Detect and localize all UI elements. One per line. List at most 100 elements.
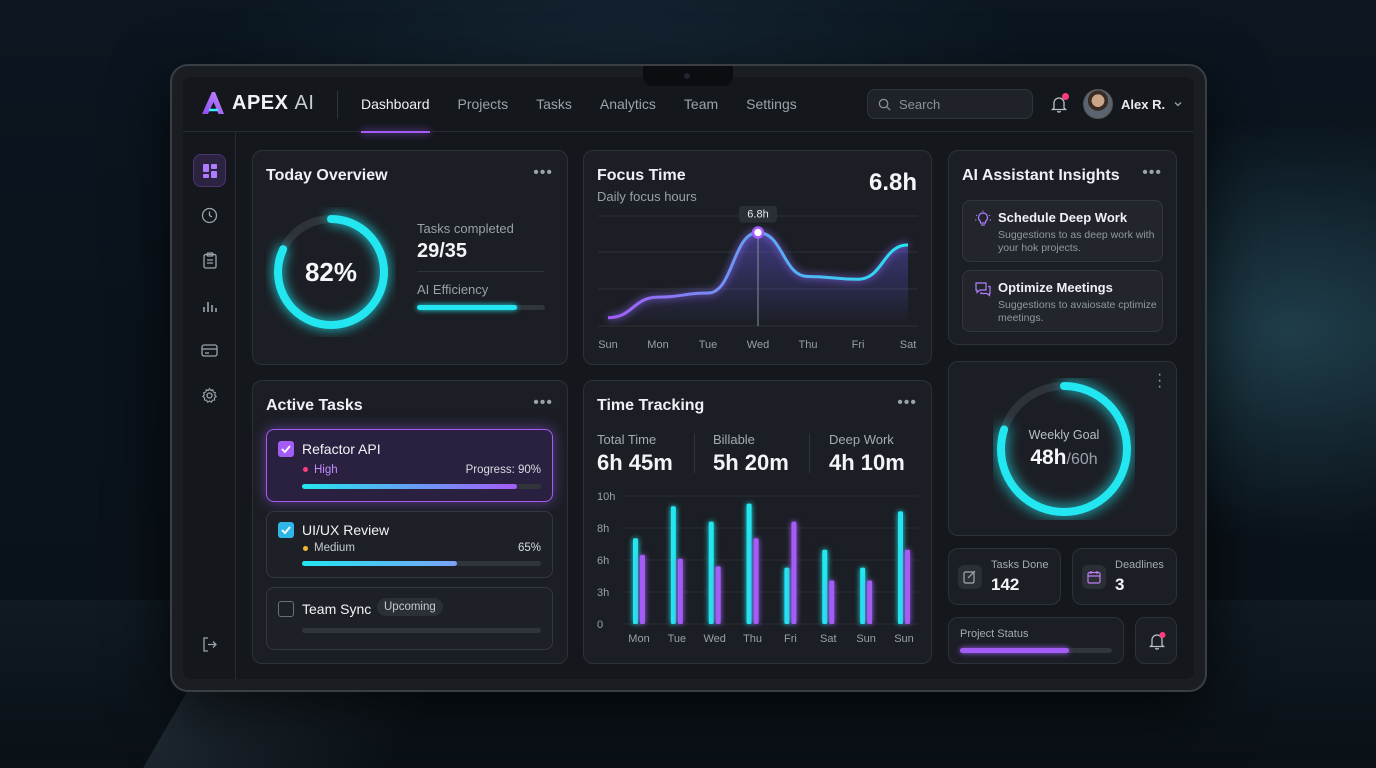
sidebar-item-dashboard[interactable]	[193, 154, 226, 187]
task-progress-bar	[302, 628, 541, 633]
stat-value: 6h 45m	[597, 450, 673, 475]
tasks-done-value: 142	[991, 575, 1020, 594]
project-status-card[interactable]: Project Status	[948, 617, 1124, 664]
ai-efficiency-bar	[417, 305, 545, 310]
focus-point	[751, 226, 765, 239]
ai-efficiency-label: AI Efficiency	[417, 282, 489, 297]
more-options-icon[interactable]: •••	[533, 164, 553, 181]
tasks-done-card[interactable]: Tasks Done 142	[948, 548, 1061, 605]
stat-deep-work: Deep Work 4h 10m	[829, 432, 905, 476]
y-tick-label: 3h	[597, 587, 609, 599]
search-box[interactable]	[867, 89, 1033, 119]
chat-icon	[975, 282, 991, 297]
checkbox-unchecked[interactable]	[278, 601, 294, 617]
card-icon	[201, 344, 218, 357]
stat-divider	[694, 433, 695, 473]
x-tick-label: Sun	[856, 633, 876, 645]
stat-total-time: Total Time 6h 45m	[597, 432, 673, 476]
bar-chart-icon	[202, 301, 217, 312]
stat-billable: Billable 5h 20m	[713, 432, 789, 476]
nav-team[interactable]: Team	[683, 96, 719, 112]
stat-value: 5h 20m	[713, 450, 789, 475]
user-menu[interactable]: Alex R.	[1083, 89, 1183, 119]
tasks-completed-value: 29/35	[417, 240, 468, 262]
bar-billable	[640, 554, 645, 624]
bar-billable	[677, 558, 683, 624]
x-tick-label: Thu	[743, 633, 762, 645]
clock-icon	[201, 207, 218, 224]
top-bar: APEX AI Dashboard Projects Tasks Analyti…	[183, 77, 1194, 133]
weekly-goal-target: /60h	[1066, 451, 1098, 468]
insight-description: Suggestions to as deep work with your ho…	[998, 229, 1155, 254]
x-tick-label: Sun	[894, 633, 914, 645]
task-priority: High	[314, 464, 338, 476]
x-tick-label: Tue	[699, 339, 718, 351]
bar-billable	[791, 521, 797, 624]
search-icon	[878, 98, 891, 111]
avatar	[1083, 89, 1113, 119]
priority-dot	[303, 546, 308, 551]
weekly-goal-label: Weekly Goal	[1028, 428, 1100, 442]
task-progress-bar	[302, 561, 541, 566]
gear-icon	[201, 387, 218, 403]
checkbox-checked[interactable]	[278, 441, 294, 457]
bar-tracked	[898, 511, 903, 624]
nav-dashboard[interactable]: Dashboard	[361, 77, 430, 133]
task-item-team-sync[interactable]: Team Sync Upcoming	[266, 587, 553, 650]
brand-name: APEX AI	[232, 91, 315, 114]
x-tick-label: Thu	[799, 339, 818, 351]
task-priority: Medium	[314, 542, 355, 554]
alert-button[interactable]	[1135, 617, 1177, 664]
lightbulb-icon	[975, 210, 991, 226]
bar-tracked	[784, 567, 790, 624]
sidebar-item-settings[interactable]	[193, 379, 226, 412]
focus-tooltip	[739, 206, 777, 223]
y-tick-label: 8h	[597, 523, 609, 535]
sidebar	[183, 132, 236, 679]
bar-billable	[867, 580, 873, 624]
tasks-completed-label: Tasks completed	[417, 221, 514, 236]
nav-settings[interactable]: Settings	[746, 96, 797, 112]
notification-bell-icon[interactable]	[1049, 94, 1069, 114]
nav-projects[interactable]: Projects	[457, 96, 509, 112]
more-options-icon[interactable]: •••	[1142, 164, 1162, 181]
bar-tracked	[860, 567, 866, 624]
deadlines-card[interactable]: Deadlines 3	[1072, 548, 1177, 605]
more-vertical-icon[interactable]: · · ·	[1157, 366, 1163, 395]
insight-description: Suggestions to avaiosate cptimize meetin…	[998, 299, 1157, 324]
focus-chart: 6.8h Sun Mon Tue Wed Thu Fri Sat	[598, 206, 918, 351]
nav-tasks[interactable]: Tasks	[536, 96, 572, 112]
sidebar-item-billing[interactable]	[193, 334, 226, 367]
sidebar-item-analytics[interactable]	[193, 289, 226, 322]
nav-analytics[interactable]: Analytics	[599, 96, 656, 112]
more-options-icon[interactable]: •••	[533, 394, 553, 411]
app-screen: APEX AI Dashboard Projects Tasks Analyti…	[183, 77, 1194, 679]
sidebar-item-tasks[interactable]	[193, 244, 226, 277]
bar-tracked	[822, 549, 828, 624]
focus-total: 6.8h	[868, 169, 917, 196]
sidebar-item-logout[interactable]	[193, 628, 226, 661]
insight-optimize-meetings[interactable]: Optimize Meetings Suggestions to avaiosa…	[962, 270, 1163, 332]
apex-logo-icon	[202, 92, 224, 114]
x-tick-label: Wed	[747, 339, 769, 351]
brand-logo[interactable]: APEX AI	[200, 90, 314, 116]
x-tick-label: Fri	[852, 339, 865, 351]
bar-tracked	[708, 521, 714, 624]
checkbox-checked[interactable]	[278, 522, 294, 538]
card-title: AI Assistant Insights	[962, 167, 1120, 184]
x-tick-label: Sun	[598, 339, 618, 351]
overview-ring	[274, 215, 388, 329]
x-tick-label: Mon	[628, 633, 649, 645]
x-tick-label: Mon	[647, 339, 668, 351]
stat-label: Total Time	[597, 432, 657, 447]
more-options-icon[interactable]: •••	[897, 394, 917, 411]
status-badge: Upcoming	[377, 598, 443, 616]
y-tick-label: 6h	[597, 555, 609, 567]
insight-schedule-deep-work[interactable]: Schedule Deep Work Suggestions to as dee…	[962, 200, 1163, 262]
task-item-refactor-api[interactable]: Refactor API High Progress: 90%	[266, 429, 553, 502]
sidebar-item-history[interactable]	[193, 199, 226, 232]
task-item-ui-ux-review[interactable]: UI/UX Review Medium 65%	[266, 511, 553, 578]
search-input[interactable]	[899, 96, 1019, 112]
overview-divider	[417, 271, 544, 272]
active-tasks-card: Active Tasks ••• Refactor API High Progr…	[252, 380, 568, 664]
